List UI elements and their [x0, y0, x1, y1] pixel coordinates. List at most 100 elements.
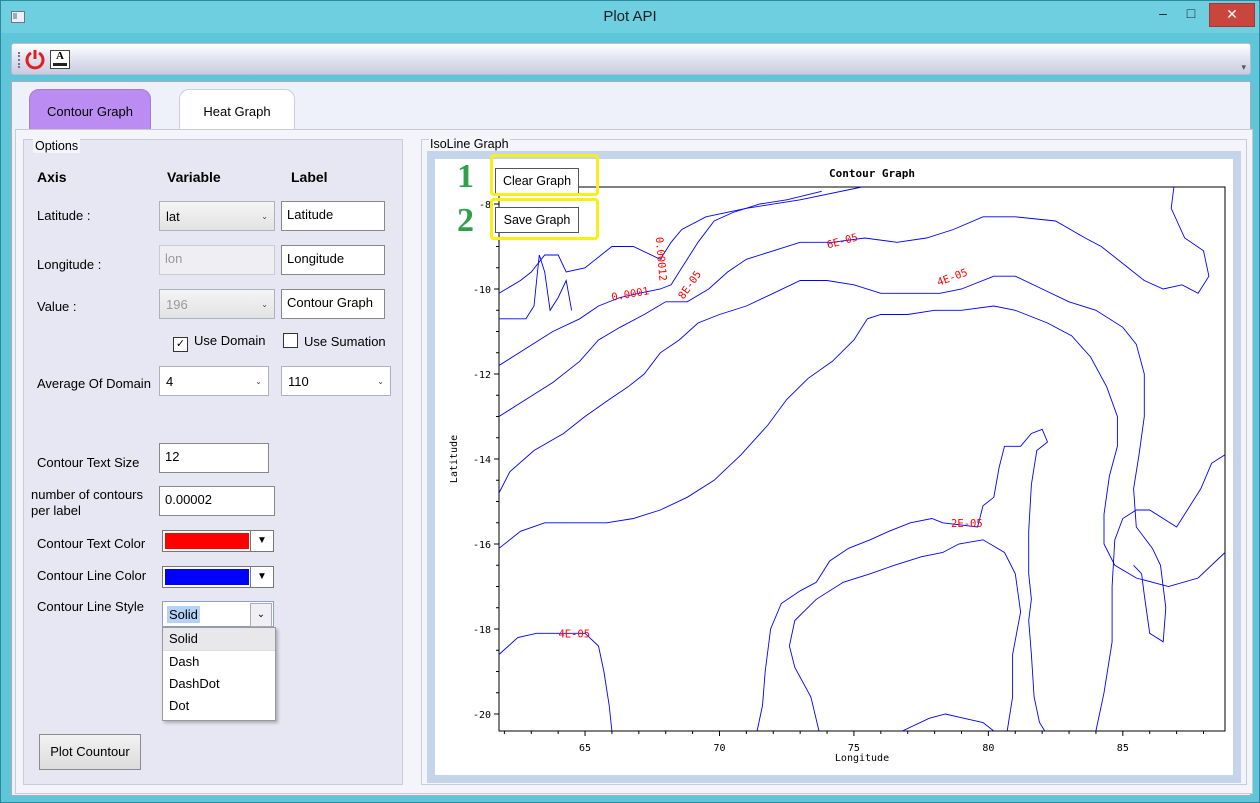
checkmark-icon: ✓ — [173, 337, 188, 352]
contour-line-color-picker[interactable]: ▼ — [162, 566, 274, 588]
x-tick-label: 80 — [982, 743, 994, 754]
minimize-button[interactable]: – — [1159, 5, 1167, 21]
y-tick-label: -16 — [473, 540, 491, 551]
title-bar: Plot API – □ ✕ — [1, 1, 1259, 33]
chevron-down-icon: ⌄ — [250, 603, 272, 627]
use-domain-label: Use Domain — [194, 333, 266, 348]
contour-label: 2E-05 — [951, 518, 983, 530]
line-style-option-dot[interactable]: Dot — [169, 698, 190, 713]
longitude-label: Longitude : — [37, 257, 102, 272]
options-legend: Options — [33, 139, 81, 153]
font-icon[interactable]: A — [50, 50, 70, 69]
maximize-button[interactable]: □ — [1186, 5, 1196, 21]
longitude-label-input[interactable]: Longitude — [281, 245, 385, 275]
clear-graph-highlight — [490, 154, 599, 196]
value-label: Value : — [37, 299, 77, 314]
average-domain-value-2: 110 — [288, 374, 309, 389]
save-graph-button[interactable]: Save Graph — [495, 207, 579, 233]
annotation-number-1: 1 — [457, 158, 474, 195]
latitude-label-input[interactable]: Latitude — [281, 201, 385, 231]
y-tick-label: -14 — [473, 455, 491, 466]
y-tick-label: -10 — [473, 285, 491, 296]
contour-line — [498, 275, 1167, 643]
x-tick-label: 75 — [848, 743, 860, 754]
y-tick-label: -12 — [473, 370, 491, 381]
chevron-down-icon: ▼ — [250, 567, 273, 587]
contour-line-color-label: Contour Line Color — [37, 568, 147, 583]
line-color-swatch — [165, 569, 249, 585]
x-tick-label: 85 — [1117, 743, 1129, 754]
axis-header: Axis — [37, 169, 67, 185]
close-button[interactable]: ✕ — [1209, 3, 1255, 27]
chevron-down-icon: ⌄ — [261, 212, 268, 221]
chart-title: Contour Graph — [829, 167, 915, 180]
chevron-down-icon: ⌄ — [261, 300, 268, 309]
y-tick-label: -20 — [473, 710, 491, 721]
y-tick-label: -18 — [473, 625, 491, 636]
isoline-graph-legend: IsoLine Graph — [429, 137, 510, 151]
average-domain-select-2[interactable]: 110 ⌄ — [281, 366, 391, 396]
y-tick-label: -8 — [479, 200, 491, 211]
tab-heat-graph[interactable]: Heat Graph — [179, 89, 295, 131]
contour-line-style-select[interactable]: Solid ⌄ — [162, 601, 274, 627]
contour-chart: Contour Graph Longitude Latitude 65 70 75 80 85… — [449, 167, 1226, 764]
line-style-dropdown: Solid Dash DashDot Dot — [162, 627, 276, 721]
contour-line — [498, 186, 1210, 417]
plot-area — [498, 186, 1226, 732]
x-tick-label: 65 — [579, 743, 591, 754]
value-label-input[interactable]: Contour Graph — [281, 289, 385, 319]
value-variable-select: 196 ⌄ — [159, 289, 275, 319]
use-domain-checkbox[interactable]: ✓ Use Domain — [173, 333, 266, 352]
toolbar-overflow-icon[interactable]: ▾ — [1241, 62, 1246, 72]
contour-text-size-label: Contour Text Size — [37, 455, 140, 470]
toolbar: A ▾ — [11, 43, 1251, 75]
power-icon[interactable] — [24, 48, 46, 70]
contour-line — [788, 539, 1022, 732]
contour-line — [499, 254, 573, 320]
x-tick-label: 70 — [713, 743, 725, 754]
average-domain-value-1: 4 — [166, 374, 174, 389]
contour-label: 0.00012 — [653, 236, 669, 281]
tab-contour-graph[interactable]: Contour Graph — [29, 89, 151, 131]
chart-canvas: Contour Graph Longitude Latitude 65 70 75 80 85… — [435, 159, 1233, 775]
line-style-option-dash[interactable]: Dash — [169, 654, 200, 669]
latitude-label: Latitude : — [37, 208, 91, 223]
toolbar-grip[interactable] — [18, 52, 22, 68]
checkbox-empty-icon — [283, 333, 298, 348]
isoline-graph-group — [421, 139, 1247, 785]
line-style-option-dashdot[interactable]: DashDot — [169, 676, 220, 691]
app-icon — [11, 11, 25, 23]
window-title: Plot API — [603, 8, 657, 25]
x-axis-label: Longitude — [835, 753, 889, 764]
save-graph-highlight — [490, 198, 599, 240]
chevron-down-icon: ⌄ — [255, 377, 262, 386]
contours-per-label-input[interactable]: 0.00002 — [159, 486, 275, 516]
contour-text-size-input[interactable]: 12 — [159, 443, 269, 473]
contour-line-style-label: Contour Line Style — [37, 599, 144, 614]
contour-line — [756, 428, 1049, 732]
longitude-variable-input: lon — [159, 245, 275, 275]
average-domain-select-1[interactable]: 4 ⌄ — [159, 366, 269, 396]
text-color-swatch — [165, 533, 249, 549]
clear-graph-button[interactable]: Clear Graph — [495, 168, 579, 194]
y-axis-label: Latitude — [449, 435, 460, 483]
contour-line — [498, 190, 822, 366]
contours-per-label-label: number of contours per label — [31, 487, 144, 518]
contour-text-color-picker[interactable]: ▼ — [162, 530, 274, 552]
use-sumation-checkbox[interactable]: Use Sumation — [283, 333, 386, 349]
contour-line — [498, 305, 1226, 587]
use-sumation-label: Use Sumation — [304, 334, 386, 349]
contour-line — [1095, 454, 1226, 732]
contour-label: 4E-05 — [558, 629, 590, 641]
annotation-number-2: 2 — [457, 202, 474, 239]
variable-header: Variable — [167, 169, 221, 185]
latitude-variable-select[interactable]: lat ⌄ — [159, 201, 275, 231]
line-style-option-solid[interactable]: Solid — [163, 628, 275, 651]
latitude-variable-value: lat — [166, 209, 180, 224]
average-of-domain-label: Average Of Domain — [37, 376, 151, 391]
contour-line — [498, 632, 613, 732]
line-style-selected-value: Solid — [167, 606, 200, 623]
contour-text-color-label: Contour Text Color — [37, 536, 146, 551]
plot-contour-button[interactable]: Plot Countour — [39, 734, 141, 770]
